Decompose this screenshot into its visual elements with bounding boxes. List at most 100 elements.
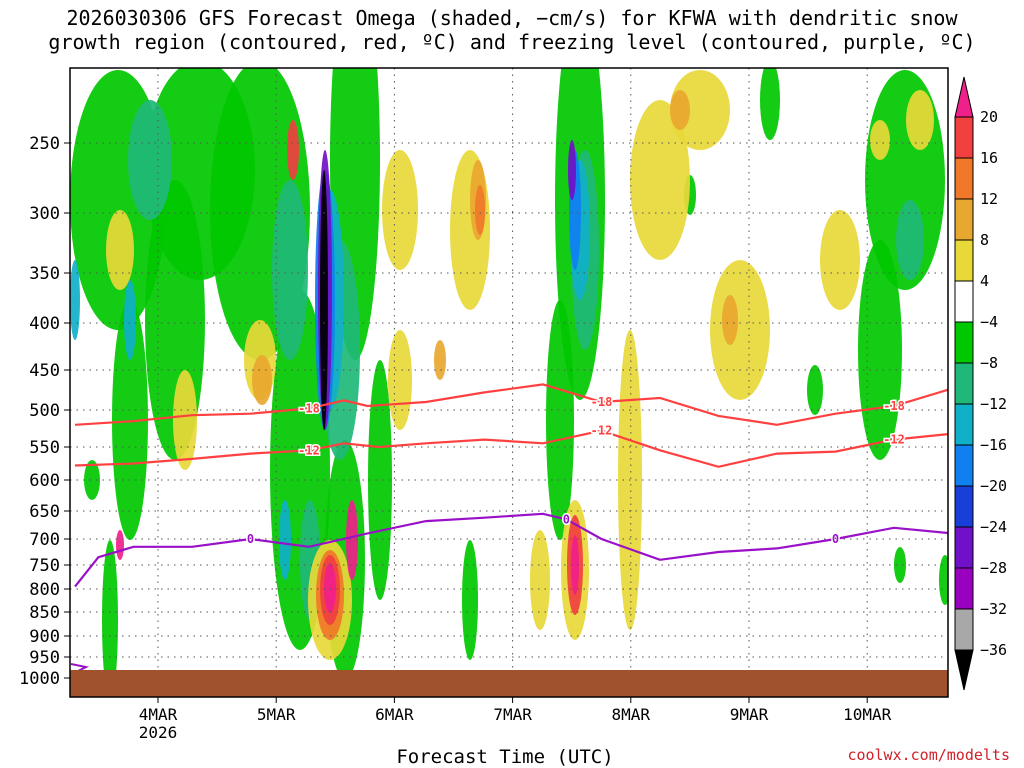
omega-patch-22: [272, 180, 308, 360]
colorbar-label-4: 4: [980, 272, 989, 290]
omega-patch-61: [324, 563, 336, 613]
terrain-band: [70, 670, 948, 697]
y-tick-label-700: 700: [29, 530, 60, 550]
omega-patch-11: [462, 540, 478, 660]
contour-lines: -18 -18 -18 -12 -12 -12 0 0 0: [70, 383, 948, 672]
omega-patch-44: [820, 210, 860, 310]
snow-growth-top-line: [74, 383, 948, 426]
y-tick-label-900: 900: [29, 627, 60, 647]
x-tick-label-10MAR: 10MAR: [843, 705, 892, 724]
snow-growth-top-label-1: -18: [591, 395, 613, 409]
omega-patch-47: [530, 530, 550, 630]
colorbar-swatch-2: [954, 198, 974, 241]
omega-patch-5: [112, 300, 148, 540]
freezing-surface-hook: [70, 663, 90, 672]
omega-patch-35: [568, 140, 576, 200]
omega-patch-15: [858, 240, 902, 460]
y-tick-label-950: 950: [29, 648, 60, 668]
omega-patch-10: [546, 300, 574, 540]
omega-patch-20: [84, 460, 100, 500]
freezing-level-label-0: 0: [247, 532, 254, 546]
x-axis-title: Forecast Time (UTC): [396, 746, 614, 768]
x-tick-label-7MAR: 7MAR: [493, 705, 532, 724]
y-tick-label-450: 450: [29, 361, 60, 381]
colorbar-swatch-6: [954, 362, 974, 405]
attribution-link[interactable]: coolwx.com/modelts: [847, 746, 1010, 764]
snow-growth-bottom-label-0: -12: [298, 443, 320, 457]
x-tick-label-4MAR: 4MAR: [139, 705, 178, 724]
y-tick-label-850: 850: [29, 603, 60, 623]
omega-patch-66: [116, 530, 124, 560]
x-tick-label-5MAR: 5MAR: [257, 705, 296, 724]
freezing-level-label-1: 0: [563, 512, 570, 526]
colorbar-top-arrow: [954, 76, 974, 118]
omega-patch-17: [894, 547, 906, 583]
chart-title-line-2: growth region (contoured, red, ºC) and f…: [48, 30, 976, 54]
colorbar-swatch-1: [954, 157, 974, 200]
colorbar-label-9: −20: [980, 477, 1007, 495]
omega-patch-53: [670, 90, 690, 130]
colorbar-bottom-arrow: [954, 649, 974, 691]
omega-patch-18: [807, 365, 823, 415]
colorbar-label-13: −36: [980, 641, 1007, 659]
freezing-level-label-2: 0: [832, 532, 839, 546]
colorbar-swatch-3: [954, 239, 974, 282]
colorbar-label-10: −24: [980, 518, 1007, 536]
snow-growth-bottom-label-2: -12: [883, 433, 905, 447]
colorbar-swatch-10: [954, 526, 974, 569]
y-tick-label-650: 650: [29, 502, 60, 522]
omega-patch-37: [382, 150, 418, 270]
y-tick-label-800: 800: [29, 580, 60, 600]
colorbar-label-1: 16: [980, 149, 998, 167]
y-tick-label-400: 400: [29, 314, 60, 334]
colorbar-swatch-12: [954, 608, 974, 651]
omega-patch-64: [571, 535, 579, 595]
omega-patch-45: [906, 90, 934, 150]
x-tick-label-6MAR: 6MAR: [375, 705, 414, 724]
y-tick-label-500: 500: [29, 401, 60, 421]
omega-patch-43: [710, 260, 770, 400]
omega-patch-28: [124, 280, 136, 360]
colorbar-label-7: −12: [980, 395, 1007, 413]
plot-area: -18 -18 -18 -12 -12 -12 0 0 0: [70, 68, 948, 697]
omega-patch-50: [870, 120, 890, 160]
y-tick-label-250: 250: [29, 134, 60, 154]
y-tick-label-750: 750: [29, 556, 60, 576]
colorbar-swatch-7: [954, 403, 974, 446]
colorbar: 20 16 12 8 4 −4 −8 −12 −16 −20 −24 −28 −32 −36: [954, 76, 1007, 691]
x-tick-sublabel-4MAR: 2026: [139, 723, 178, 742]
colorbar-label-0: 20: [980, 108, 998, 126]
colorbar-label-2: 12: [980, 190, 998, 208]
freezing-level-line: [74, 512, 948, 588]
y-axis: 250 300 350 400 450 500 550 600 650 700 750 800 850 9…: [19, 134, 70, 689]
omega-patch-57: [287, 120, 299, 180]
y-tick-label-350: 350: [29, 264, 60, 284]
colorbar-swatch-4: [954, 280, 974, 323]
colorbar-swatch-11: [954, 567, 974, 610]
colorbar-label-5: −4: [980, 313, 998, 331]
snow-growth-bottom-line: [74, 429, 948, 468]
omega-patch-8: [368, 360, 392, 600]
omega-patch-65: [346, 500, 358, 580]
omega-patch-25: [896, 200, 924, 280]
omega-patch-30: [279, 500, 291, 580]
omega-patch-48: [106, 210, 134, 290]
chart-title-line-1: 2026030306 GFS Forecast Omega (shaded, −…: [66, 6, 958, 30]
omega-shading: [70, 68, 948, 697]
omega-patch-31: [70, 260, 80, 340]
grid-lines: [70, 68, 948, 697]
colorbar-label-3: 8: [980, 231, 989, 249]
omega-patch-21: [128, 100, 172, 220]
x-tick-label-9MAR: 9MAR: [730, 705, 769, 724]
colorbar-label-8: −16: [980, 436, 1007, 454]
colorbar-swatch-0: [954, 116, 974, 159]
colorbar-label-6: −8: [980, 354, 998, 372]
plot-frame: [69, 67, 949, 698]
colorbar-swatch-9: [954, 485, 974, 528]
snow-growth-top-label-2: -18: [883, 399, 905, 413]
omega-patch-42: [670, 70, 730, 150]
y-tick-label-300: 300: [29, 204, 60, 224]
omega-patch-36: [320, 170, 328, 430]
